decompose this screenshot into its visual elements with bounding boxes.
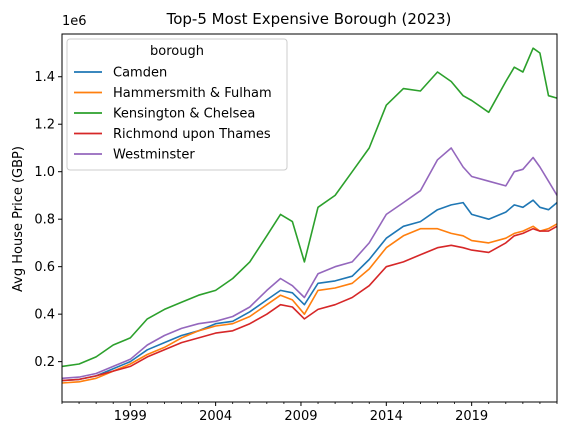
x-tick-label: 1999 bbox=[114, 409, 147, 424]
legend: borough Camden Hammersmith & Fulham Kensin… bbox=[66, 38, 288, 171]
y-tick-label: 0.2 bbox=[34, 355, 55, 370]
series-line bbox=[61, 225, 558, 382]
plot-frame bbox=[61, 33, 558, 403]
x-tick-label: 2004 bbox=[199, 409, 232, 424]
legend-title: borough bbox=[150, 44, 204, 59]
legend-label: Camden bbox=[113, 66, 167, 81]
y-offset-label: 1e6 bbox=[62, 14, 87, 29]
legend-label: Hammersmith & Fulham bbox=[113, 86, 272, 101]
legend-label: Westminster bbox=[113, 148, 195, 163]
legend-label: Kensington & Chelsea bbox=[113, 107, 255, 122]
legend-label: Richmond upon Thames bbox=[113, 127, 271, 142]
y-tick-label: 1.2 bbox=[34, 118, 55, 133]
x-tick-label: 2014 bbox=[370, 409, 403, 424]
y-tick-label: 0.6 bbox=[34, 260, 55, 275]
y-axis-title: Avg House Price (GBP) bbox=[11, 146, 26, 292]
series-line bbox=[61, 47, 558, 368]
chart-title: Top-5 Most Expensive Borough (2023) bbox=[166, 10, 452, 28]
y-tick-label: 1.4 bbox=[34, 70, 55, 85]
series-line bbox=[61, 223, 558, 384]
x-tick-label: 2009 bbox=[284, 409, 317, 424]
legend-entries: Camden Hammersmith & Fulham Kensington & C… bbox=[74, 66, 272, 163]
y-tick-label: 0.8 bbox=[34, 213, 55, 228]
series-line bbox=[61, 199, 558, 382]
x-tick-label: 2019 bbox=[455, 409, 488, 424]
series-lines bbox=[61, 47, 558, 384]
y-tick-label: 1.0 bbox=[34, 165, 55, 180]
y-tick-label: 0.4 bbox=[34, 308, 55, 323]
axis-ticks: 1999 2004 2009 2014 2019 0.2 0.4 0.6 0.8 1.0 1.2 1.… bbox=[34, 70, 558, 424]
series-line bbox=[61, 147, 558, 380]
legend-box bbox=[66, 38, 288, 171]
